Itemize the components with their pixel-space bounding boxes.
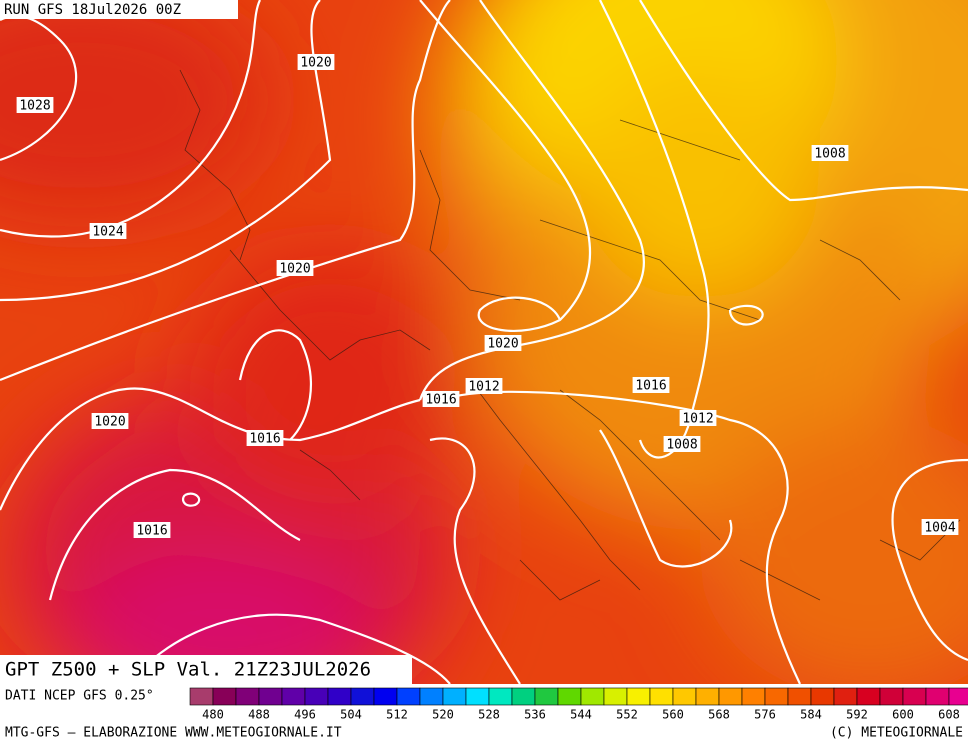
colorbar-swatch [833,687,858,706]
colorbar-swatch [235,687,260,706]
colorbar-label: 504 [340,708,362,722]
colorbar-swatch [948,687,968,706]
colorbar-swatch [373,687,398,706]
isobar-label-bg [91,413,129,429]
isobar-label: 1028 [19,99,50,114]
credits: MTG-GFS — ELABORAZIONE WWW.METEOGIORNALE… [5,726,342,741]
coastlines [179,69,961,601]
run-label: RUN GFS 18Jul2026 00Z [4,2,181,18]
isobar-label-bg [297,54,335,70]
colorbar-swatch [879,687,904,706]
isobar-label: 1016 [136,524,167,539]
colorbar-swatch [810,687,835,706]
isobar-label-bg [632,377,670,393]
colorbar-swatch [419,687,444,706]
colorbar-label: 608 [938,708,960,722]
colorbar-swatch [281,687,306,706]
colorbar-swatch [304,687,329,706]
colorbar-swatch [189,687,214,706]
isobar-label: 1016 [249,432,280,447]
isobar-label-bg [465,378,503,394]
data-source: DATI NCEP GFS 0.25° [5,689,154,704]
colorbar-label: 560 [662,708,684,722]
colorbar-swatch [580,687,605,706]
isobar-label-bg [16,97,54,113]
isobar-label: 1020 [300,56,331,71]
isobar-label-bg [422,391,460,407]
colorbar-label: 600 [892,708,914,722]
isobar-label: 1008 [814,147,845,162]
colorbar-swatch [557,687,582,706]
isobar-labels: 1020 1028 1008 1024 1020 1020 1012 1016 1016 1012… [16,54,959,539]
colorbar-swatch [603,687,628,706]
colorbar-swatch [212,687,237,706]
isobar-label: 1008 [666,438,697,453]
colorbar-label: 592 [846,708,868,722]
colorbar-swatch [258,687,283,706]
colorbar-swatch [626,687,651,706]
colorbar-label: 520 [432,708,454,722]
colorbar-swatch [695,687,720,706]
colorbar-label: 480 [202,708,224,722]
colorbar-swatch [511,687,536,706]
colorbar-label: 536 [524,708,546,722]
isobar-label: 1016 [425,393,456,408]
isobar-label: 1024 [92,225,123,240]
isobar-label-bg [679,410,717,426]
run-box [0,0,238,19]
isobar-label: 1020 [279,262,310,277]
title-box [0,655,412,684]
colorbar-swatch [465,687,490,706]
colorbar-swatch [350,687,375,706]
isobar-label-bg [921,519,959,535]
colorbar-swatch [396,687,421,706]
colorbar-label: 488 [248,708,270,722]
isobar-label: 1004 [924,521,955,536]
colorbar-swatch [327,687,352,706]
isobars [0,0,968,684]
colorbar-swatch [534,687,559,706]
isobar-label-bg [246,430,284,446]
isobar-label-bg [89,223,127,239]
isobar-label: 1012 [468,380,499,395]
isobar-label: 1016 [635,379,666,394]
colorbar-swatch [764,687,789,706]
isobar-label-bg [133,522,171,538]
colorbar-swatch [672,687,697,706]
isobar-label-bg [484,335,522,351]
isobar-label: 1020 [487,337,518,352]
colorbar-label: 576 [754,708,776,722]
map-title: GPT Z500 + SLP Val. 21Z23JUL2026 [5,659,371,681]
isobar-label-bg [663,436,701,452]
colorbar: 480 488 496 504 512 520 528 536 544 552 560 568 576 5… [189,687,968,722]
colorbar-swatch [741,687,766,706]
isobar-label: 1020 [94,415,125,430]
colorbar-label: 528 [478,708,500,722]
colorbar-label: 552 [616,708,638,722]
isobar-label: 1012 [682,412,713,427]
colorbar-swatch [718,687,743,706]
colorbar-swatch [787,687,812,706]
map-field [0,0,968,684]
colorbar-swatch [856,687,881,706]
isobar-label-bg [276,260,314,276]
colorbar-swatch [902,687,927,706]
colorbar-swatch [442,687,467,706]
colorbar-label: 544 [570,708,592,722]
isobar-label-bg [811,145,849,161]
colorbar-label: 568 [708,708,730,722]
colorbar-label: 584 [800,708,822,722]
copyright: (C) METEOGIORNALE [830,726,963,741]
colorbar-label: 512 [386,708,408,722]
colorbar-label: 496 [294,708,316,722]
colorbar-swatch [488,687,513,706]
colorbar-swatch [649,687,674,706]
colorbar-swatch [925,687,950,706]
